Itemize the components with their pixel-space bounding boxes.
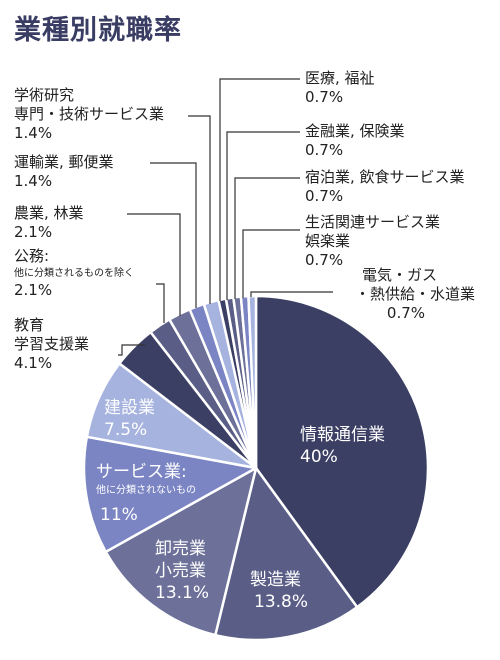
leader-public [156, 283, 165, 323]
slice-label-agri: 農業, 林業 2.1% [14, 204, 84, 241]
leader-edu [118, 344, 145, 356]
slice-label-retail: 卸売業 小売業 13.1% [155, 539, 210, 603]
leader-fin [226, 131, 300, 300]
slice-label-public: 公務: 他に分類されるものを除く 2.1% [14, 247, 134, 299]
slice-label-info: 情報通信業 40% [300, 425, 385, 467]
slice-label-med: 医療, 福祉 0.7% [305, 69, 375, 106]
slice-label-fin: 金融業, 保険業 0.7% [305, 122, 405, 159]
chart-title: 業種別就職率 [14, 15, 182, 46]
slice-label-edu: 教育 学習支援業 4.1% [14, 316, 90, 372]
pie-slice-1 [214, 466, 359, 642]
leader-hotel [234, 177, 300, 299]
slice-label-mfg: 製造業 13.8% [250, 570, 309, 612]
leader-trans [150, 162, 197, 308]
pie-slice-2 [104, 466, 258, 637]
pie-slice-0 [254, 294, 430, 609]
leader-acad [188, 115, 211, 304]
slice-label-elec: 電気・ガス ・熱供給・水道業 0.7% [355, 266, 476, 322]
leader-agri [127, 213, 181, 316]
leader-life [242, 229, 300, 298]
slice-label-service: サービス業: 他に分類されないもの 11% [96, 462, 196, 525]
slice-label-acad: 学術研究 専門・技術サービス業 1.4% [14, 86, 165, 142]
slice-label-constr: 建設業 7.5% [104, 398, 155, 440]
leader-med [219, 78, 300, 301]
slice-label-hotel: 宿泊業, 飲食サービス業 0.7% [305, 168, 465, 205]
pie-slice-3 [82, 435, 258, 554]
slice-label-life: 生活関連サービス業 娯楽業 0.7% [305, 213, 441, 269]
slice-label-trans: 運輸業, 郵便業 1.4% [14, 153, 114, 190]
leader-elec [250, 291, 333, 297]
pie-slice-14 [247, 294, 258, 470]
